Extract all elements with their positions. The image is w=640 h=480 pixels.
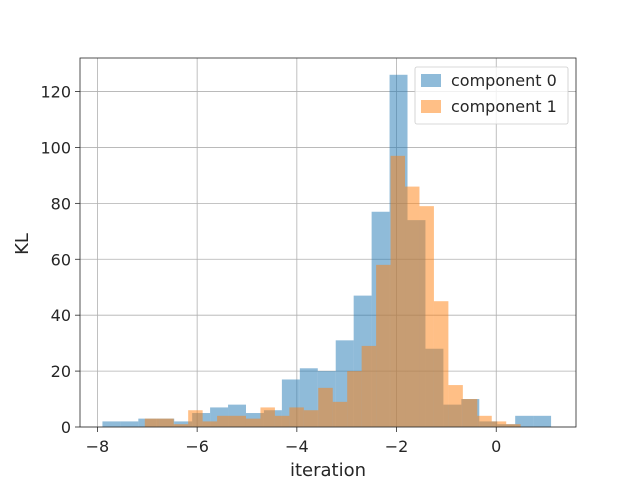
y-tick-label: 40 (51, 306, 71, 325)
legend-box (414, 66, 569, 125)
x-tick-label: 0 (491, 437, 501, 456)
y-axis-label: KL (12, 233, 33, 255)
x-tick-label: −2 (385, 437, 409, 456)
histogram-bar (144, 418, 160, 427)
y-tick-label: 0 (61, 418, 71, 437)
histogram-bar (376, 264, 391, 427)
y-tick-label: 120 (40, 83, 71, 102)
histogram-bar (533, 415, 552, 427)
histogram-bar (274, 415, 290, 427)
histogram-bar (405, 186, 420, 427)
histogram-bar (506, 424, 521, 427)
histogram-bar (174, 421, 193, 427)
histogram-bar (491, 421, 507, 427)
x-tick-label: −6 (185, 437, 209, 456)
histogram-bar (462, 399, 478, 427)
y-tick-label: 60 (51, 250, 71, 269)
histogram-bar (390, 155, 406, 427)
histogram-bar (289, 407, 304, 427)
histogram-bar (419, 206, 434, 427)
legend: component 0 component 1 (414, 66, 569, 125)
legend-label-component-1: component 1 (451, 97, 557, 116)
histogram-bar (477, 415, 492, 427)
x-tick-label: −4 (285, 437, 309, 456)
histogram-bar (347, 371, 362, 427)
x-tick-label: −8 (86, 437, 110, 456)
histogram-bar (120, 421, 139, 427)
legend-swatch-component-1 (421, 100, 441, 113)
histogram-bar (245, 418, 261, 427)
legend-label-component-0: component 0 (451, 71, 557, 90)
y-tick-label: 20 (51, 362, 71, 381)
histogram-bar (332, 401, 348, 427)
histogram-bar (303, 410, 319, 427)
plot-frame (79, 57, 577, 428)
histogram-bar (433, 301, 449, 427)
histogram-bar (102, 421, 121, 427)
histogram-bar (217, 415, 232, 427)
histogram-bar (318, 387, 333, 427)
x-axis-label: iteration (290, 460, 366, 480)
histogram-bar (173, 424, 189, 427)
histogram-bar (202, 421, 218, 427)
histogram-bar (260, 407, 275, 427)
histogram-bar (448, 385, 463, 427)
histogram-bar (188, 410, 203, 427)
y-tick-label: 80 (51, 194, 71, 213)
series-component-0 (102, 74, 552, 427)
histogram-bar (515, 415, 534, 427)
y-tick-label: 100 (40, 138, 71, 157)
histogram-bar (231, 415, 246, 427)
series-component-1 (144, 155, 521, 427)
histogram-bars (102, 74, 552, 427)
histogram-bar (159, 418, 174, 427)
legend-swatch-component-0 (421, 74, 441, 87)
axis-ticks: −8 −6 −4 −2 0 0 20 40 60 80 100 120 (40, 83, 501, 456)
histogram-bar (361, 345, 377, 427)
